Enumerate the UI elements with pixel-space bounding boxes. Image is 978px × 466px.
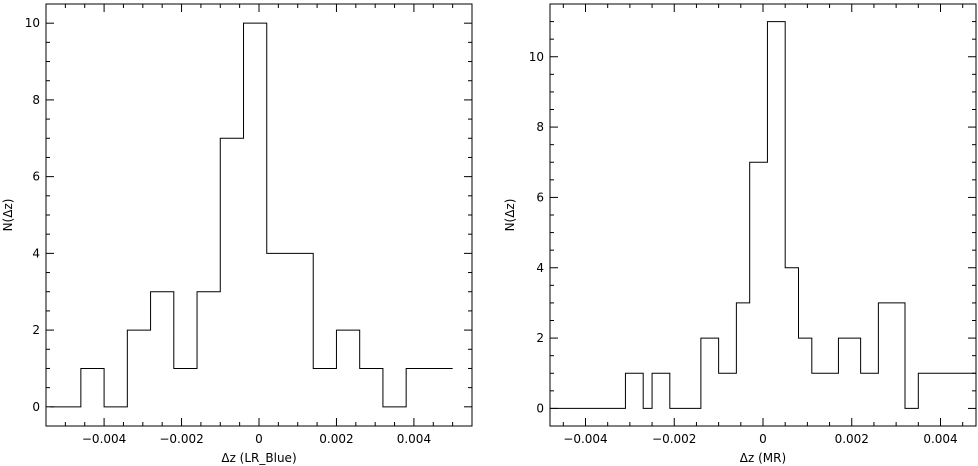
y-tick-label: 2 (536, 331, 544, 345)
x-axis-label: Δz (LR_Blue) (221, 451, 296, 465)
x-tick-label: 0.004 (397, 432, 431, 446)
x-tick-label: 0 (255, 432, 263, 446)
x-tick-label: −0.004 (563, 432, 607, 446)
plot-frame (45, 3, 473, 427)
x-tick-label: 0.002 (835, 432, 869, 446)
y-tick-label: 2 (32, 323, 40, 337)
y-tick-label: 6 (32, 170, 40, 184)
y-axis-label: N(Δz) (503, 199, 517, 232)
x-tick-label: 0.004 (923, 432, 957, 446)
x-tick-label: −0.004 (82, 432, 126, 446)
y-tick-label: 6 (536, 190, 544, 204)
x-tick-label: 0.002 (319, 432, 353, 446)
histogram-steps (550, 21, 976, 409)
histogram-steps (49, 22, 453, 408)
y-tick-label: 4 (536, 261, 544, 275)
histogram-panel-lr-blue: −0.004 −0.002 0 0.002 0.004 0 2 4 6 8 10 Δz (LR_Bl… (1, 3, 473, 465)
y-tick-label: 8 (536, 120, 544, 134)
x-tick-label: −0.002 (652, 432, 696, 446)
tick-marks (550, 3, 976, 426)
y-tick-label: 10 (529, 50, 544, 64)
x-tick-label: −0.002 (159, 432, 203, 446)
y-tick-label: 8 (32, 93, 40, 107)
x-axis-label: Δz (MR) (740, 451, 786, 465)
y-tick-label: 0 (536, 401, 544, 415)
y-axis-label: N(Δz) (1, 199, 15, 232)
tick-labels: −0.004 −0.002 0 0.002 0.004 0 2 4 6 8 10 (25, 16, 431, 446)
y-tick-label: 4 (32, 246, 40, 260)
x-tick-label: 0 (759, 432, 767, 446)
tick-labels: −0.004 −0.002 0 0.002 0.004 0 2 4 6 8 10 (529, 50, 958, 446)
tick-marks (45, 3, 473, 426)
plot-frame (549, 3, 977, 427)
histogram-panel-mr: −0.004 −0.002 0 0.002 0.004 0 2 4 6 8 10 Δz (MR) N… (503, 3, 977, 465)
y-tick-label: 10 (25, 16, 40, 30)
y-tick-label: 0 (32, 400, 40, 414)
